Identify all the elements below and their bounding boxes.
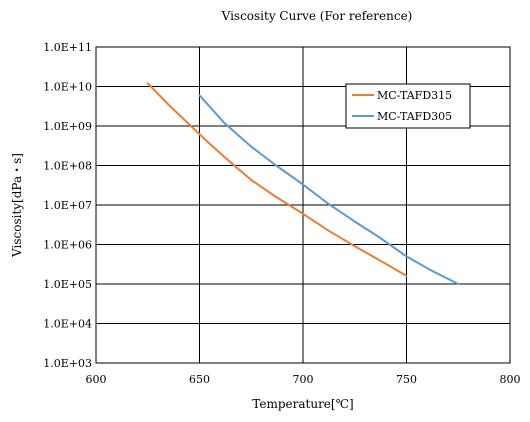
y-axis-title: Viscosity[dPa・s]: [10, 153, 24, 258]
y-tick-label: 1.0E+08: [43, 160, 92, 173]
series-line-mc-tafd305: [198, 94, 460, 285]
x-tick-label: 600: [86, 373, 107, 386]
x-tick-label: 700: [293, 373, 314, 386]
series-line-mc-tafd315: [146, 82, 408, 277]
x-axis-title: Temperature[℃]: [252, 397, 353, 411]
y-tick-label: 1.0E+06: [43, 239, 92, 252]
x-tick-labels: 600 650 700 750 800: [86, 373, 521, 386]
chart-title: Viscosity Curve (For reference): [221, 9, 413, 23]
y-tick-label: 1.0E+07: [43, 199, 92, 212]
legend-box: [345, 83, 471, 129]
legend-label-mc-tafd305: MC-TAFD305: [377, 110, 452, 123]
legend: MC-TAFD315 MC-TAFD305: [345, 83, 471, 129]
y-tick-label: 1.0E+10: [43, 81, 92, 94]
x-tick-label: 650: [189, 373, 210, 386]
y-tick-label: 1.0E+04: [43, 318, 92, 331]
y-tick-labels: 1.0E+03 1.0E+04 1.0E+05 1.0E+06 1.0E+07 1.0E+…: [43, 41, 92, 370]
plot-area-border: [95, 46, 511, 364]
y-tick-label: 1.0E+11: [43, 41, 92, 54]
series-layer: [146, 82, 460, 285]
legend-label-mc-tafd315: MC-TAFD315: [377, 89, 452, 102]
x-tick-label: 750: [396, 373, 417, 386]
y-tick-label: 1.0E+05: [43, 278, 92, 291]
x-tick-label: 800: [500, 373, 521, 386]
y-tick-label: 1.0E+09: [43, 120, 92, 133]
y-tick-label: 1.0E+03: [43, 357, 92, 370]
